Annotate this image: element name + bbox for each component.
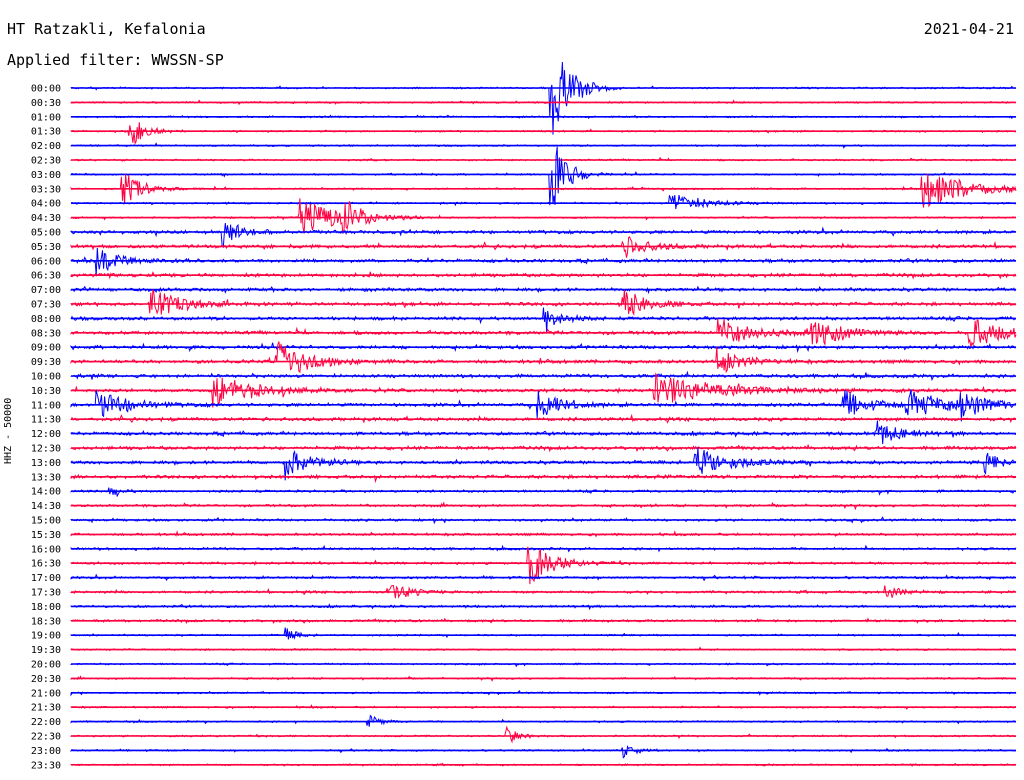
- row-time-label: 15:00: [31, 516, 61, 527]
- row-time-label: 20:30: [31, 674, 61, 685]
- row-time-label: 18:30: [31, 616, 61, 627]
- row-time-label: 11:00: [31, 400, 61, 411]
- trace-line: [70, 61, 1017, 135]
- row-time-label: 06:00: [31, 256, 61, 267]
- row-time-label: 05:30: [31, 242, 61, 253]
- row-time-label: 08:00: [31, 314, 61, 325]
- trace-line: [70, 194, 1017, 210]
- trace-line: [70, 473, 1017, 484]
- row-time-label: 16:00: [31, 544, 61, 555]
- row-time-label: 03:30: [31, 184, 61, 195]
- row-time-label: 22:00: [31, 717, 61, 728]
- row-time-label: 17:30: [31, 588, 61, 599]
- row-time-label: 05:00: [31, 228, 61, 239]
- row-time-label: 12:00: [31, 429, 61, 440]
- trace-line: [70, 122, 1017, 145]
- trace-line: [70, 420, 1017, 445]
- row-time-label: 08:30: [31, 328, 61, 339]
- trace-line: [70, 627, 1017, 640]
- row-time-label: 04:30: [31, 213, 61, 224]
- trace-line: [70, 247, 1017, 276]
- row-time-label: 02:30: [31, 156, 61, 167]
- row-time-label: 10:30: [31, 386, 61, 397]
- row-time-label: 09:30: [31, 357, 61, 368]
- row-time-label: 02:00: [31, 141, 61, 152]
- row-time-label: 18:00: [31, 602, 61, 613]
- row-time-label: 23:00: [31, 746, 61, 757]
- row-time-label: 00:30: [31, 98, 61, 109]
- row-time-label: 19:30: [31, 645, 61, 656]
- row-time-label: 06:30: [31, 271, 61, 282]
- row-time-label: 13:30: [31, 472, 61, 483]
- row-time-label: 03:00: [31, 170, 61, 181]
- row-time-label: 07:30: [31, 300, 61, 311]
- row-time-label: 21:30: [31, 703, 61, 714]
- record-date: 2021-04-21: [923, 20, 1014, 38]
- trace-line: [70, 236, 1017, 258]
- trace-line: [70, 146, 1016, 206]
- row-time-label: 13:00: [31, 458, 61, 469]
- trace-line: [70, 725, 1017, 744]
- row-time-label: 21:00: [31, 688, 61, 699]
- trace-line: [70, 307, 1017, 334]
- row-time-label: 10:00: [31, 372, 61, 383]
- row-time-label: 14:30: [31, 501, 61, 512]
- station-name: HT Ratzakli, Kefalonia: [7, 20, 206, 38]
- row-time-label: 15:30: [31, 530, 61, 541]
- row-time-label: 23:30: [31, 760, 61, 771]
- row-time-label: 16:30: [31, 559, 61, 570]
- trace-line: [70, 487, 1017, 497]
- row-time-label: 01:00: [31, 112, 61, 123]
- row-time-label: 09:00: [31, 343, 61, 354]
- row-time-label: 17:00: [31, 573, 61, 584]
- trace-line: [70, 745, 1017, 759]
- row-time-label: 12:30: [31, 444, 61, 455]
- row-time-label: 04:00: [31, 199, 61, 210]
- trace-line: [70, 223, 1017, 249]
- trace-line: [70, 446, 1017, 481]
- filter-label: Applied filter: WWSSN-SP: [7, 51, 224, 69]
- row-time-label: 19:00: [31, 631, 61, 642]
- row-time-label: 20:00: [31, 660, 61, 671]
- row-time-label: 22:30: [31, 732, 61, 743]
- row-time-label: 07:00: [31, 285, 61, 296]
- row-time-label: 11:30: [31, 415, 61, 426]
- row-time-label: 01:30: [31, 127, 61, 138]
- row-time-label: 00:00: [31, 84, 61, 95]
- row-time-label: 14:00: [31, 487, 61, 498]
